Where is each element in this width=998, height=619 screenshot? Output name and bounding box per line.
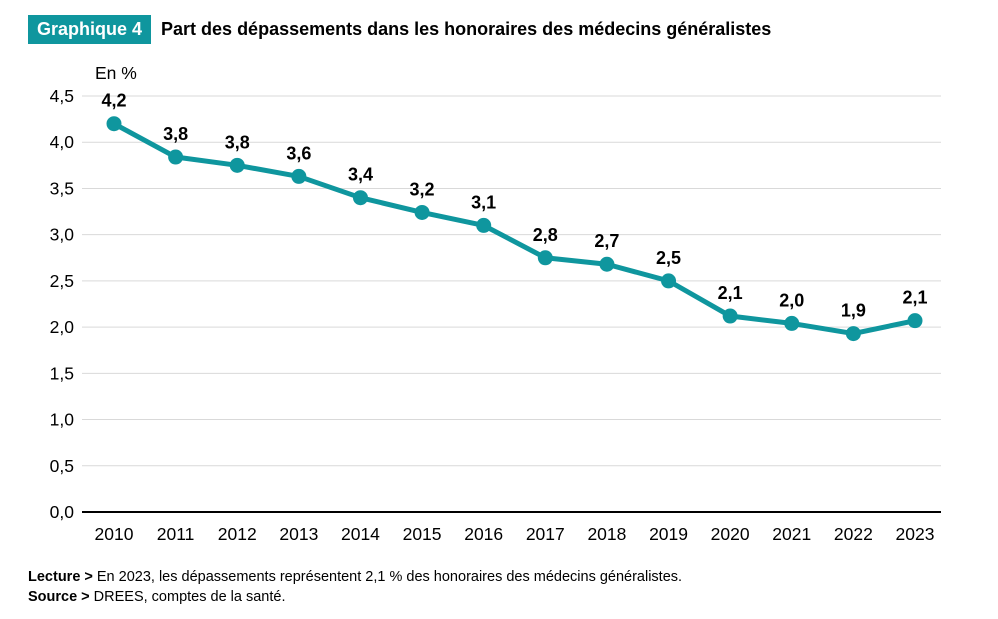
graphique-badge: Graphique 4 [28,15,152,44]
data-point-marker [352,190,368,206]
x-tick-label: 2022 [834,524,873,544]
data-point-label: 3,2 [410,179,435,199]
x-tick-label: 2015 [403,524,442,544]
data-point-label: 2,1 [718,283,743,303]
data-point-marker [537,250,553,266]
data-point-label: 2,1 [902,288,927,308]
lecture-text: En 2023, les dépassements représentent 2… [96,569,683,585]
x-tick-label: 2018 [587,524,626,544]
y-tick-label: 3,0 [50,225,75,245]
x-tick-label: 2010 [95,524,134,544]
y-tick-label: 0,0 [50,502,75,522]
y-tick-label: 3,5 [50,178,74,198]
x-tick-label: 2013 [279,524,318,544]
y-tick-label: 0,5 [50,456,74,476]
data-point-label: 2,7 [594,231,619,251]
data-point-marker [845,326,861,342]
source-label: Source > [28,588,90,605]
x-tick-label: 2021 [772,524,811,544]
data-point-label: 2,5 [656,248,681,268]
x-tick-label: 2014 [341,524,380,544]
y-tick-label: 1,0 [50,410,75,430]
y-tick-label: 2,5 [50,271,74,291]
data-point-label: 3,6 [286,143,311,163]
data-point-marker [661,273,677,289]
x-tick-label: 2012 [218,524,257,544]
data-point-marker [784,315,800,331]
data-point-label: 3,8 [225,132,250,152]
data-point-label: 3,4 [348,165,373,185]
x-tick-label: 2011 [157,524,195,544]
lecture-note: Lecture > En 2023, les dépassements repré… [28,568,682,588]
x-tick-label: 2019 [649,524,688,544]
y-tick-label: 2,0 [50,317,75,337]
data-point-label: 1,9 [841,301,866,321]
chart-notes: Lecture > En 2023, les dépassements repré… [28,568,682,607]
data-point-marker [476,217,492,233]
page-title: Part des dépassements dans les honoraire… [161,19,772,39]
source-text: DREES, comptes de la santé. [93,588,286,605]
x-tick-label: 2016 [464,524,503,544]
lecture-label: Lecture > [28,569,93,585]
data-point-label: 2,8 [533,225,558,245]
x-tick-label: 2023 [896,524,935,544]
data-point-marker [168,149,184,165]
x-tick-label: 2017 [526,524,565,544]
data-point-marker [106,116,122,132]
chart-header: Graphique 4 Part des dépassements dans l… [28,15,771,44]
y-tick-label: 4,5 [50,86,74,106]
data-point-marker [907,313,923,329]
data-point-label: 2,0 [779,290,804,310]
data-series-line [111,121,918,337]
data-point-marker [599,256,615,272]
source-note: Source > DREES, comptes de la santé. [28,588,682,608]
x-tick-label: 2020 [711,524,750,544]
data-point-marker [229,157,245,173]
data-point-marker [291,168,307,184]
data-point-label: 3,8 [163,124,188,144]
data-point-marker [722,308,738,324]
data-point-marker [414,204,430,220]
data-point-label: 3,1 [471,192,496,212]
data-point-label: 4,2 [101,91,126,111]
y-tick-label: 4,0 [50,132,75,152]
y-tick-label: 1,5 [50,363,74,383]
y-axis-unit-label: En % [95,63,137,83]
